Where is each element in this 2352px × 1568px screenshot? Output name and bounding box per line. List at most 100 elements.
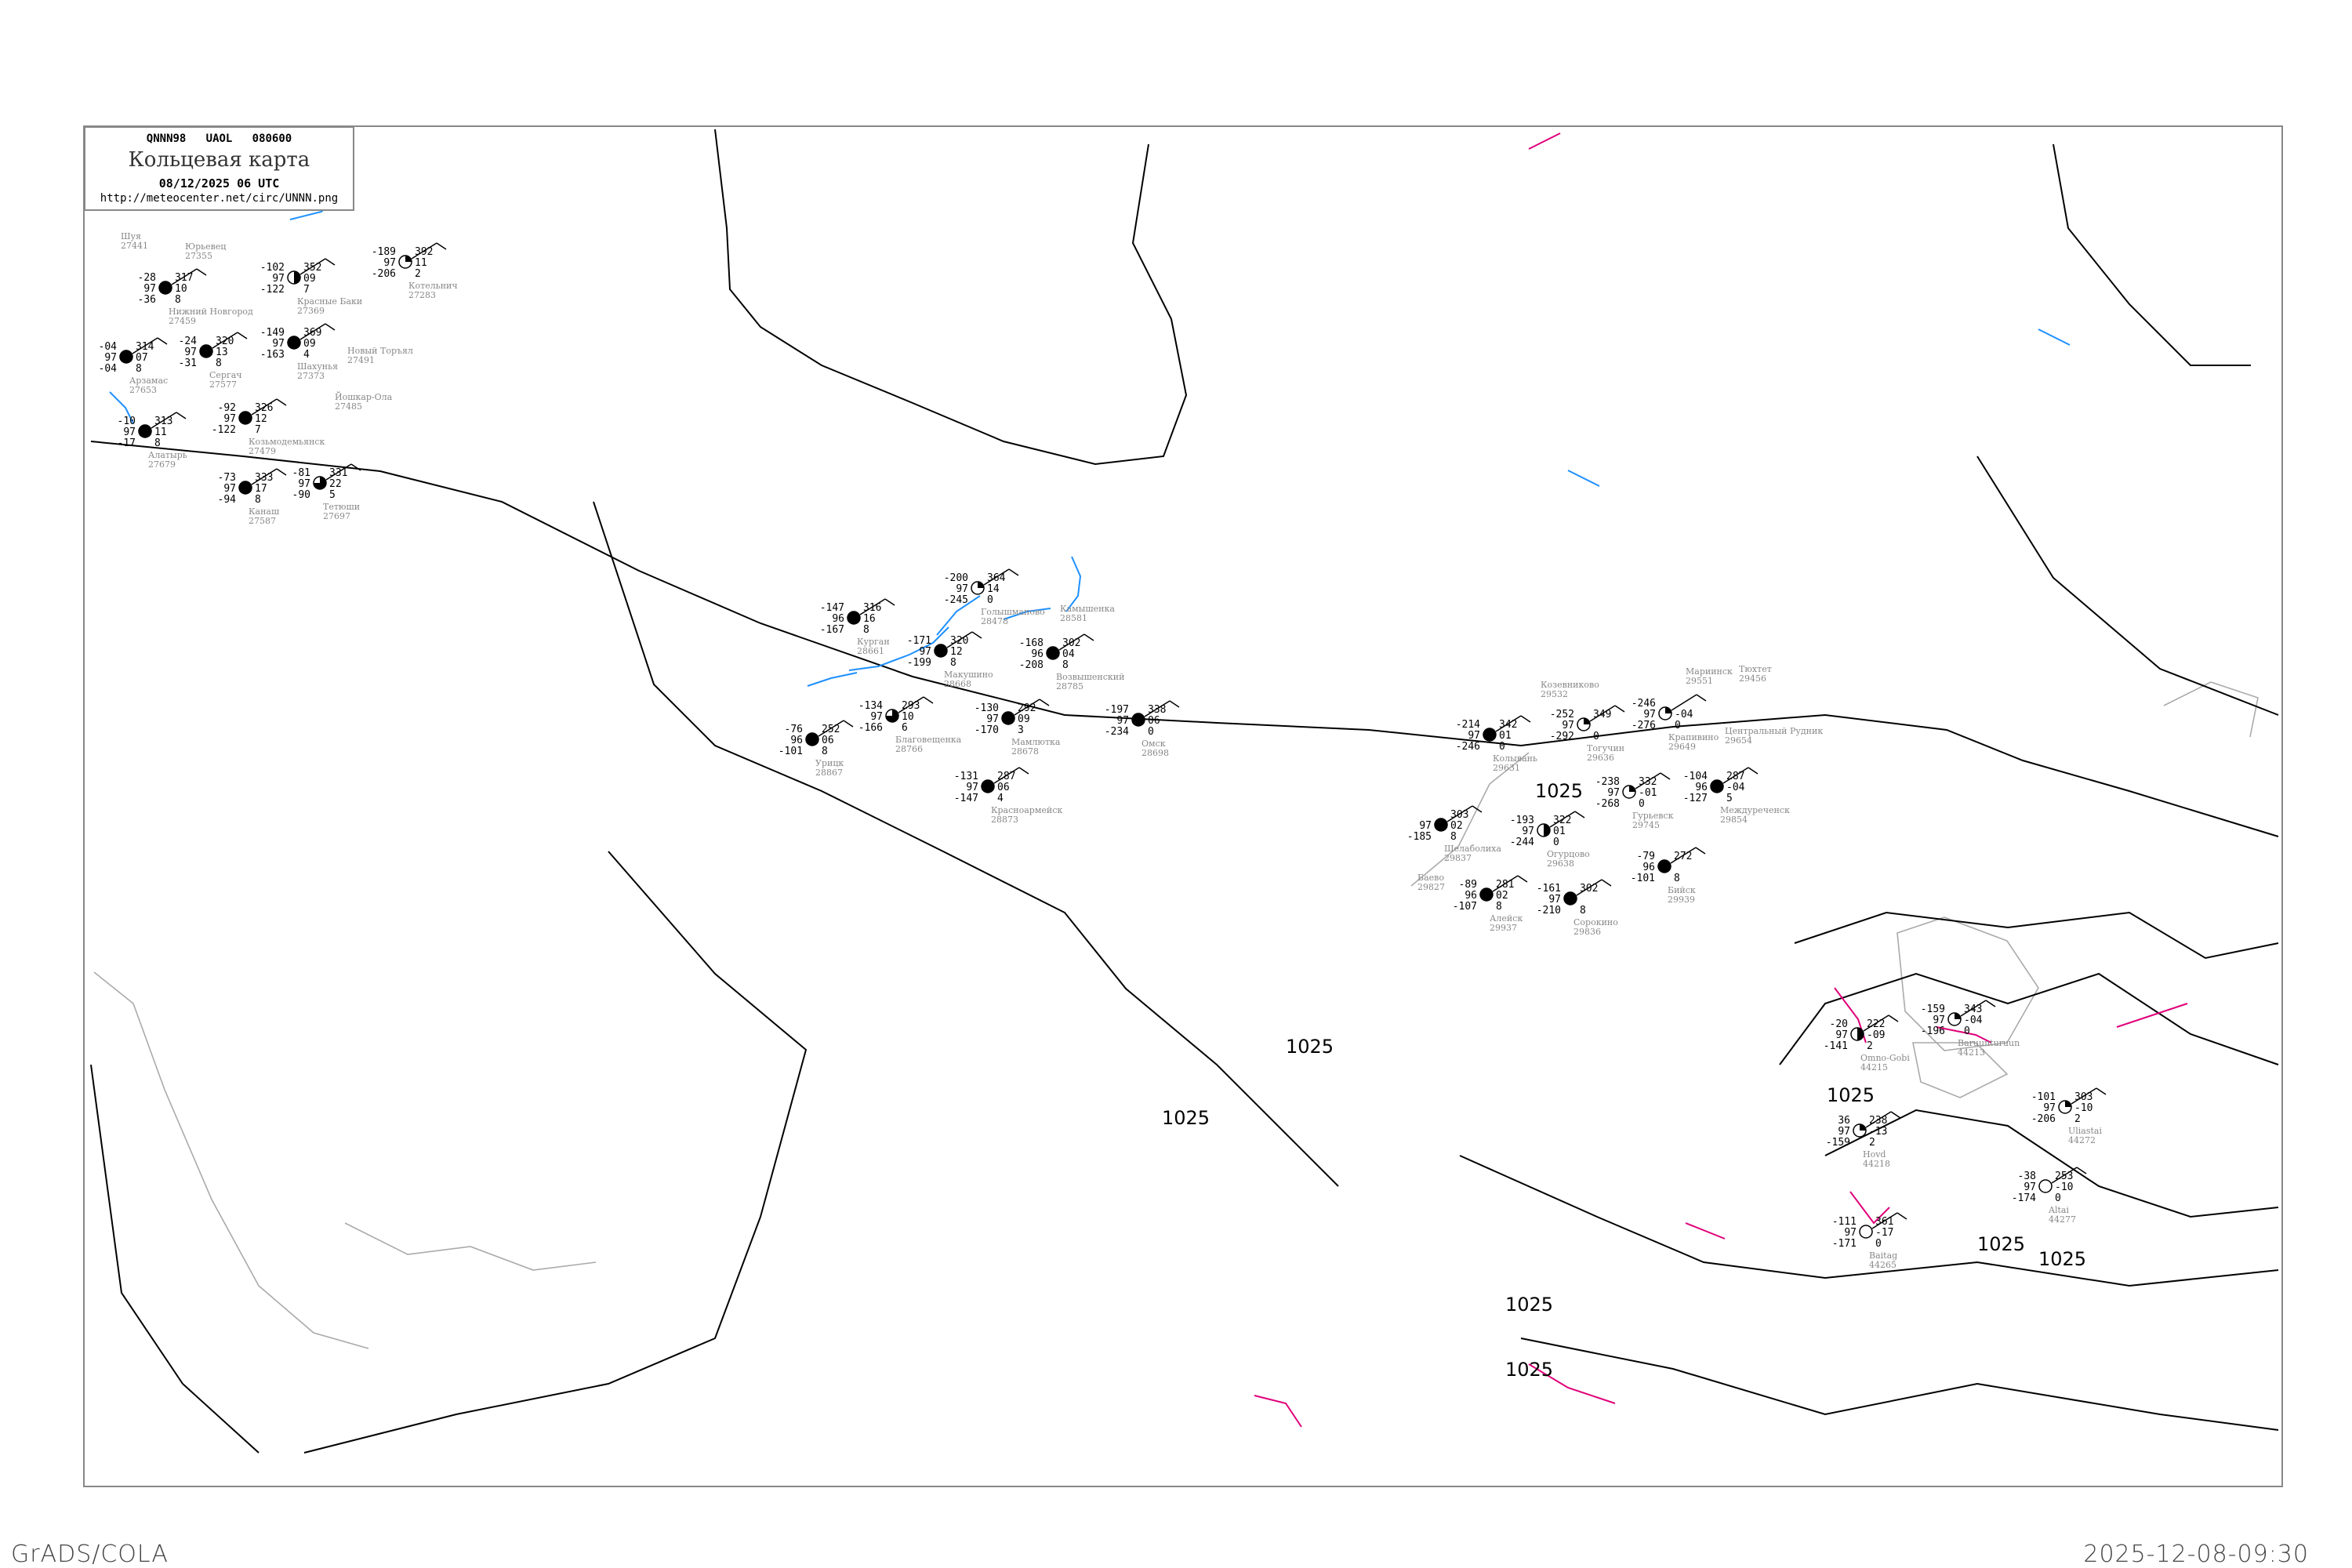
- source-url[interactable]: http://meteocenter.net/circ/UNNN.png: [100, 192, 339, 205]
- station-name: Алатырь: [148, 450, 187, 460]
- station-dewpoint: -292: [1550, 731, 1574, 742]
- station-pressure: 320: [216, 336, 234, 347]
- station-name: Котельнич: [408, 281, 458, 291]
- place-name: Мариинск: [1686, 666, 1733, 677]
- station-low-cloud: 0: [987, 594, 993, 606]
- station-id: 44265: [1869, 1260, 1896, 1270]
- station-temperature: -76: [785, 724, 803, 735]
- station-low-cloud: 4: [303, 349, 310, 361]
- station-name: Омск: [1142, 739, 1166, 749]
- station-pressure: 314: [136, 341, 154, 353]
- cloud-cover-quarter-icon: [2065, 1101, 2071, 1107]
- place-id: 28581: [1060, 613, 1087, 623]
- station-id: 27373: [297, 371, 325, 381]
- wind-barb-icon: [1589, 705, 1616, 722]
- place-id: 29827: [1417, 882, 1445, 892]
- wind-barb-icon: [1614, 705, 1625, 713]
- station-pressure-tendency: -04: [1675, 709, 1693, 720]
- station-visibility: 97: [1607, 787, 1620, 799]
- station-dewpoint: -276: [1632, 720, 1656, 731]
- wind-barb-icon: [1083, 633, 1094, 641]
- station-dewpoint: -170: [975, 724, 999, 736]
- station-visibility: 97: [298, 478, 310, 490]
- station-temperature: -147: [820, 602, 844, 614]
- station-name: Нижний Новгород: [169, 307, 253, 317]
- station-pressure: 332: [1639, 776, 1657, 788]
- station-low-cloud: 8: [255, 494, 261, 506]
- station-id: 28678: [1011, 746, 1039, 757]
- station-visibility: 97: [1548, 894, 1561, 906]
- station-id: 27587: [249, 516, 276, 526]
- cloud-cover-icon: [119, 350, 133, 364]
- wind-barb-icon: [1058, 633, 1085, 651]
- cloud-cover-icon: [1859, 1225, 1873, 1239]
- cloud-cover-icon: [1657, 859, 1671, 873]
- station-low-cloud: 0: [1639, 798, 1645, 810]
- station-visibility: 97: [919, 646, 931, 658]
- station-pressure: 317: [175, 272, 193, 284]
- station-dewpoint: -171: [1832, 1238, 1857, 1250]
- station-temperature: -10: [118, 416, 136, 427]
- station-visibility: 97: [123, 426, 136, 438]
- station-visibility: 97: [2024, 1181, 2036, 1193]
- wind-barb-icon: [436, 242, 447, 250]
- station-pressure-tendency: 13: [216, 347, 228, 358]
- station-pressure-tendency: -10: [2074, 1102, 2092, 1114]
- station-id: 28873: [991, 815, 1018, 825]
- station-low-cloud: 2: [2074, 1113, 2081, 1125]
- wind-barb-icon: [971, 631, 982, 639]
- station-dewpoint: -268: [1595, 798, 1620, 810]
- cloud-cover-icon: [1483, 728, 1497, 742]
- station-name: Голышманово: [981, 607, 1045, 617]
- place-name: Центральный Рудник: [1725, 726, 1823, 736]
- wind-barb-icon: [212, 332, 238, 349]
- station-dewpoint: -94: [218, 494, 237, 506]
- station-name: Гурьевск: [1632, 811, 1674, 821]
- station-low-cloud: 0: [2055, 1192, 2061, 1204]
- place-id: 29654: [1725, 735, 1752, 746]
- station-name: Арзамас: [129, 376, 168, 386]
- station-id: 27697: [323, 511, 350, 521]
- station-pressure: 222: [1867, 1018, 1885, 1030]
- station-pressure-tendency: -09: [1867, 1029, 1885, 1041]
- cloud-cover-icon: [138, 424, 152, 438]
- wind-barb-icon: [993, 767, 1020, 784]
- wind-barb-icon: [251, 468, 278, 485]
- station-temperature: -24: [179, 336, 198, 347]
- station-dewpoint: -234: [1105, 726, 1129, 738]
- station-visibility: 96: [1465, 890, 1477, 902]
- station-dewpoint: -122: [212, 424, 236, 436]
- wind-barb-icon: [1472, 805, 1483, 813]
- cloud-cover-icon: [2038, 1179, 2053, 1193]
- station-temperature: -168: [1019, 637, 1044, 649]
- place-name: Шуя: [121, 231, 141, 241]
- wind-barb-icon: [299, 323, 326, 340]
- station-pressure-tendency: 06: [822, 735, 834, 746]
- station-low-cloud: 5: [329, 489, 336, 501]
- station-id: 27459: [169, 316, 196, 326]
- map-datetime: 08/12/2025 06 UTC: [158, 176, 280, 191]
- wind-barb-icon: [1890, 1111, 1901, 1119]
- station-pressure: 322: [1553, 815, 1571, 826]
- station-dewpoint: -101: [1631, 873, 1655, 884]
- station-pressure-tendency: -01: [1639, 787, 1657, 799]
- station-pressure-tendency: 06: [1148, 715, 1160, 727]
- station-dewpoint: -206: [2031, 1113, 2056, 1125]
- cloud-cover-icon: [238, 411, 252, 425]
- station-dewpoint: -122: [260, 284, 285, 296]
- wind-barb-icon: [325, 463, 352, 481]
- wind-barb-icon: [1520, 715, 1531, 723]
